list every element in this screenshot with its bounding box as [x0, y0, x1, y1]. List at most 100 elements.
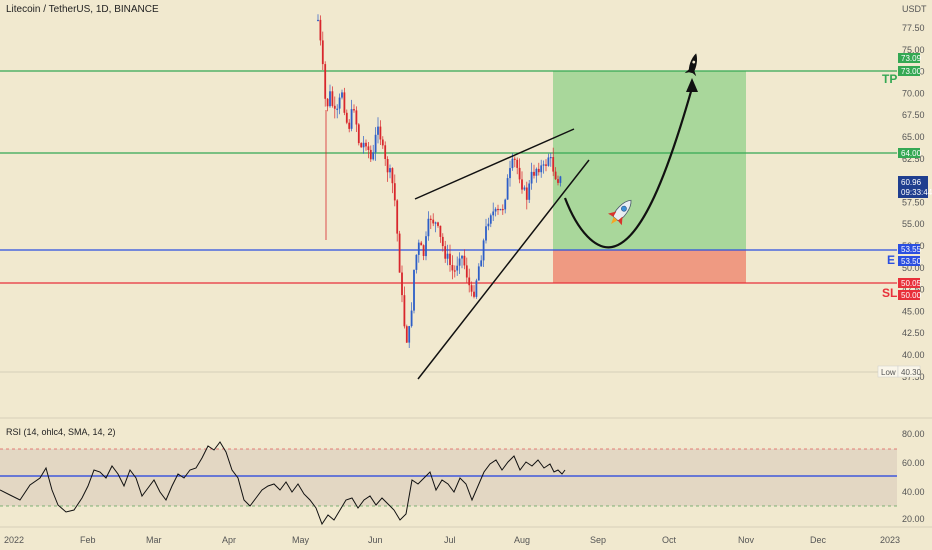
rsi-band [0, 449, 897, 506]
candle-body [473, 291, 475, 297]
candle-body [468, 277, 471, 286]
candle-body [482, 240, 485, 261]
candle-body [331, 91, 334, 106]
candle-body [497, 208, 499, 211]
wedge-lower-trendline[interactable] [417, 159, 590, 380]
projection-curve[interactable] [563, 87, 694, 249]
candle-body [362, 142, 365, 148]
candle-body [415, 254, 418, 270]
profit-zone[interactable] [553, 71, 746, 250]
candle-body [413, 269, 415, 311]
candle-body [521, 179, 523, 190]
candle-body [386, 159, 389, 173]
svg-text:60.96: 60.96 [901, 178, 922, 187]
candle-body [429, 218, 432, 220]
candle-body [393, 183, 396, 201]
resistance-tag: 64.00 [898, 148, 922, 158]
candle-body [343, 92, 346, 113]
candle-body [506, 178, 509, 200]
candle-body [350, 109, 353, 129]
candle-body [396, 200, 399, 234]
candle-body [410, 310, 413, 327]
price-tick-label: 55.00 [902, 219, 925, 229]
symbol-title[interactable]: Litecoin / TetherUS, 1D, BINANCE [6, 4, 159, 15]
svg-text:73.00: 73.00 [901, 67, 922, 76]
candle-body [513, 158, 516, 160]
rsi-tick-label: 60.00 [902, 458, 925, 468]
svg-text:09:33:44: 09:33:44 [901, 188, 932, 197]
time-axis[interactable]: 2022 Feb Mar Apr May Jun Jul Aug Sep Oct Nov Dec 202… [4, 535, 900, 545]
wedge-upper-trendline[interactable] [414, 128, 575, 200]
time-tick-label: Dec [810, 535, 827, 545]
svg-text:64.00: 64.00 [901, 149, 922, 158]
candle-body [504, 199, 507, 210]
candle-body [446, 253, 449, 259]
candle-body [453, 270, 456, 272]
candle-body [494, 208, 497, 212]
svg-text:50.00: 50.00 [901, 291, 922, 300]
rsi-tick-label: 20.00 [902, 514, 925, 524]
rsi-line[interactable] [0, 441, 566, 526]
candle-body [523, 187, 526, 190]
candle-body [434, 222, 437, 224]
rsi-tick-label: 80.00 [902, 429, 925, 439]
candle-body [384, 145, 387, 159]
candle-body [540, 165, 543, 173]
candle-body [422, 245, 425, 256]
candle-body [367, 146, 370, 150]
time-tick-label: Jun [368, 535, 383, 545]
price-tick-label: 77.50 [902, 23, 925, 33]
price-candles [317, 14, 562, 348]
candle-body [369, 149, 372, 160]
candle-body [348, 122, 351, 129]
candle-body [492, 211, 495, 216]
candle-body [401, 272, 403, 296]
time-tick-label: Nov [738, 535, 755, 545]
candle-body [518, 167, 521, 180]
candle-body [480, 260, 483, 267]
candle-body [326, 98, 329, 107]
candle-body [329, 91, 331, 107]
candle-body [525, 187, 528, 200]
candle-body [321, 40, 324, 65]
candle-body [477, 266, 480, 281]
candle-body [381, 139, 384, 146]
candle-body [417, 242, 420, 255]
svg-text:Low: Low [881, 368, 896, 377]
sl-tag: 50.05 50.00 [898, 278, 922, 300]
candle-body [554, 171, 557, 180]
candle-body [405, 326, 408, 343]
candle-body [470, 285, 473, 292]
price-axis-area[interactable] [897, 0, 932, 550]
tp-label: TP [882, 72, 897, 86]
rsi-axis[interactable]: 80.00 60.00 40.00 20.00 [902, 429, 925, 524]
price-tick-label: 40.00 [902, 350, 925, 360]
candle-body [319, 19, 322, 41]
candle-body [377, 126, 379, 135]
candle-body [557, 179, 559, 183]
candle-body [511, 158, 514, 169]
candle-body [374, 134, 377, 153]
candle-body [403, 295, 406, 327]
rsi-title[interactable]: RSI (14, ohlc4, SMA, 14, 2) [6, 427, 116, 437]
candle-body [458, 258, 461, 266]
candle-body [324, 64, 327, 99]
loss-zone[interactable] [553, 250, 746, 283]
candle-body [317, 19, 319, 22]
candle-body [389, 168, 391, 173]
candle-body [365, 142, 367, 147]
candle-body [547, 157, 550, 166]
candle-body [475, 280, 478, 297]
svg-text:50.05: 50.05 [901, 279, 922, 288]
price-tick-label: 47.50 [902, 285, 925, 295]
svg-text:53.55: 53.55 [901, 245, 922, 254]
candle-body [420, 242, 423, 246]
price-tick-label: 67.50 [902, 110, 925, 120]
candle-body [360, 143, 363, 148]
candle-body [391, 168, 394, 184]
candle-body [461, 255, 463, 259]
time-tick-label: Oct [662, 535, 677, 545]
time-tick-label: Sep [590, 535, 606, 545]
